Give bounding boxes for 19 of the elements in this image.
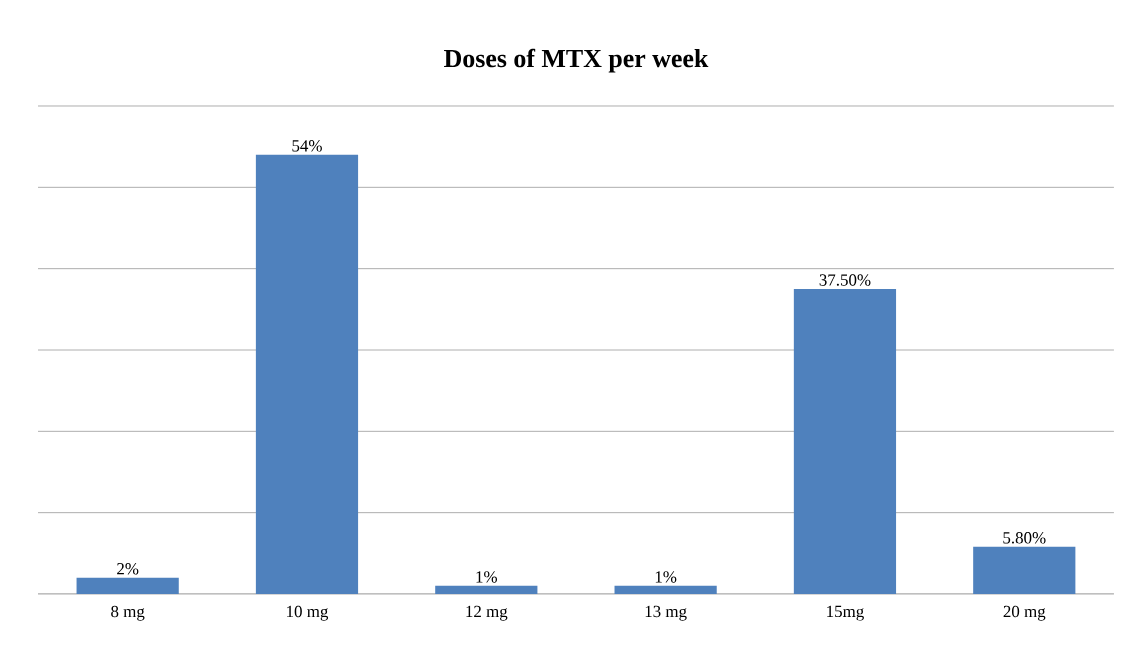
x-tick-label: 10 mg (287, 605, 329, 621)
bar (614, 585, 717, 594)
data-label: 5.80% (1003, 532, 1046, 544)
data-label: 54% (292, 140, 322, 152)
x-tick-label: 8 mg (111, 605, 145, 621)
bar (255, 154, 359, 594)
data-label: 1% (476, 571, 498, 583)
x-tick-label: 13 mg (645, 605, 687, 621)
bar (973, 546, 1076, 594)
bar (435, 585, 538, 594)
chart-title: Doses of MTX per week (444, 48, 709, 73)
bar (76, 577, 179, 594)
x-tick-label: 12 mg (466, 605, 508, 621)
data-label: 1% (655, 571, 677, 583)
x-tick-label: 15mg (827, 605, 864, 621)
x-tick-label: 20 mg (1003, 605, 1046, 621)
data-label: 37.50% (819, 274, 871, 286)
data-label: 2% (117, 563, 139, 575)
bar (793, 289, 897, 594)
